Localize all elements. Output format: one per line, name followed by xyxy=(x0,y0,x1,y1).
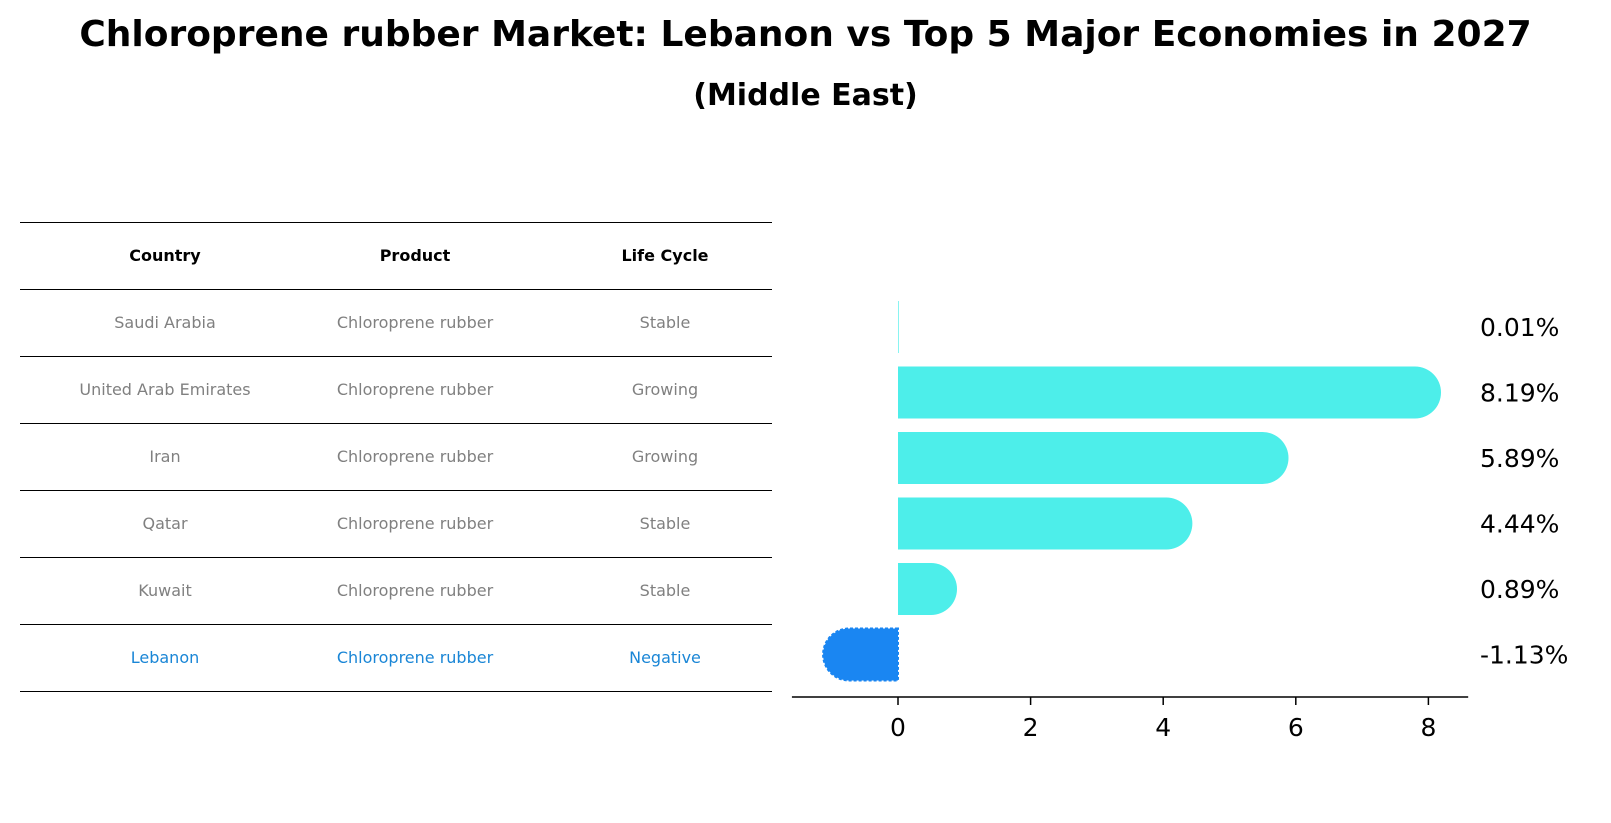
table-row: Saudi Arabia Chloroprene rubber Stable xyxy=(20,289,772,356)
bar-qatar xyxy=(898,497,1193,550)
cell-life-cycle: Negative xyxy=(629,648,701,667)
value-label: 0.01% xyxy=(1480,313,1559,342)
chart-subtitle: (Middle East) xyxy=(693,78,918,113)
cell-country: Lebanon xyxy=(130,648,200,667)
table-row-highlighted: Lebanon Chloroprene rubber Negative xyxy=(20,624,772,692)
cell-product: Chloroprene rubber xyxy=(336,648,494,667)
x-tick-label: 2 xyxy=(1023,713,1039,742)
table-row: United Arab Emirates Chloroprene rubber … xyxy=(20,356,772,423)
header-product: Product xyxy=(379,246,451,265)
bar-kuwait xyxy=(898,563,958,615)
value-label: 5.89% xyxy=(1480,444,1559,473)
cell-life-cycle: Stable xyxy=(639,514,691,533)
bar-iran xyxy=(898,432,1289,484)
chart-title: Chloroprene rubber Market: Lebanon vs To… xyxy=(79,14,1532,55)
header-country: Country xyxy=(129,246,201,265)
cell-country: Kuwait xyxy=(138,581,192,600)
table-row: Qatar Chloroprene rubber Stable xyxy=(20,490,772,557)
header-life-cycle: Life Cycle xyxy=(621,246,709,265)
x-tick-label: 6 xyxy=(1288,713,1304,742)
x-tick-label: 0 xyxy=(890,713,906,742)
x-tick-label: 4 xyxy=(1155,713,1171,742)
x-tick-label: 8 xyxy=(1420,713,1436,742)
table-row: Kuwait Chloroprene rubber Stable xyxy=(20,557,772,624)
data-table: Country Product Life Cycle Saudi Arabia … xyxy=(20,222,772,692)
cell-country: United Arab Emirates xyxy=(79,380,251,399)
value-label: 4.44% xyxy=(1480,510,1559,539)
cell-country: Qatar xyxy=(142,514,188,533)
bar-saudi-arabia xyxy=(898,301,899,353)
value-label: 0.89% xyxy=(1480,575,1559,604)
cell-product: Chloroprene rubber xyxy=(336,380,494,399)
cell-product: Chloroprene rubber xyxy=(336,581,494,600)
cell-country: Iran xyxy=(149,447,181,466)
bar-united-arab-emirates xyxy=(898,366,1441,419)
cell-product: Chloroprene rubber xyxy=(336,447,494,466)
cell-life-cycle: Growing xyxy=(631,380,699,399)
value-labels-group: 0.01% 8.19% 5.89% 4.44% 0.89% -1.13% xyxy=(1480,313,1568,670)
cell-life-cycle: Growing xyxy=(631,447,699,466)
cell-life-cycle: Stable xyxy=(639,313,691,332)
cell-product: Chloroprene rubber xyxy=(336,313,494,332)
cell-life-cycle: Stable xyxy=(639,581,691,600)
bar-lebanon xyxy=(822,627,899,682)
value-label: 8.19% xyxy=(1480,379,1559,408)
x-ticks-group: 0 2 4 6 8 xyxy=(890,697,1436,742)
cell-product: Chloroprene rubber xyxy=(336,514,494,533)
value-label: -1.13% xyxy=(1480,641,1568,670)
cell-country: Saudi Arabia xyxy=(114,313,216,332)
bars-group xyxy=(822,301,1441,682)
table-row: Iran Chloroprene rubber Growing xyxy=(20,423,772,490)
table-header-row: Country Product Life Cycle xyxy=(20,222,772,289)
